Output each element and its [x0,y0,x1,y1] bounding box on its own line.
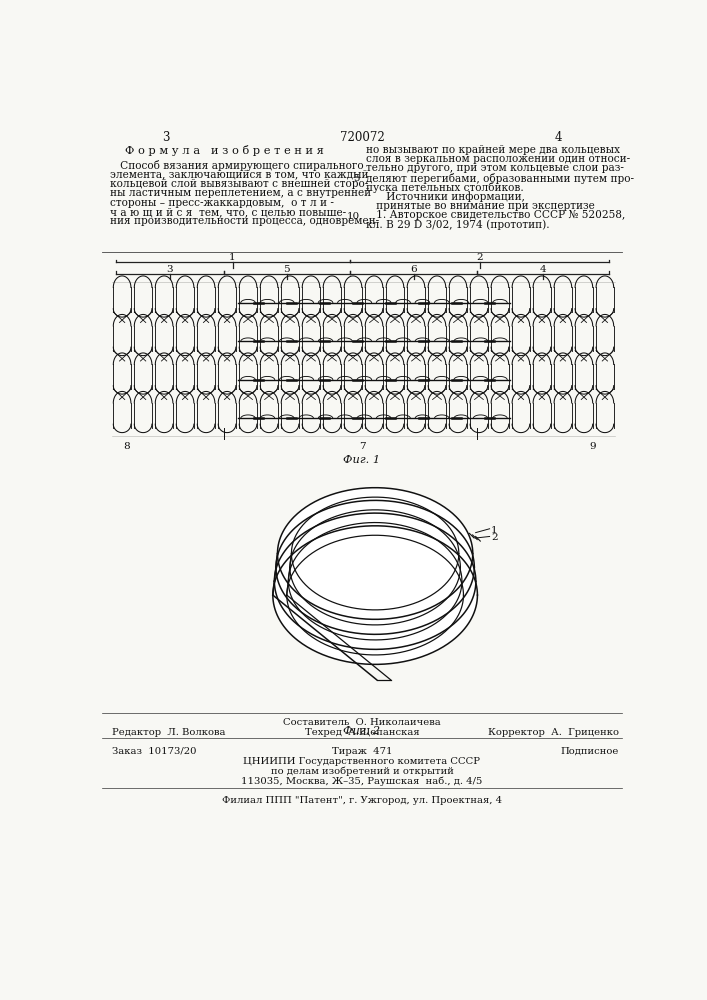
Polygon shape [288,523,462,640]
Text: 3: 3 [162,131,170,144]
Text: деляют перегибами, образованными путем про-: деляют перегибами, образованными путем п… [366,173,633,184]
Text: 4: 4 [555,131,563,144]
Text: 720072: 720072 [339,131,385,144]
Text: 4: 4 [540,265,547,274]
Text: 2: 2 [491,533,498,542]
Text: элемента, заключающийся в том, что каждый: элемента, заключающийся в том, что кажды… [110,169,368,179]
Text: Источники информации,: Источники информации, [366,192,525,202]
Text: 5: 5 [284,265,290,274]
Polygon shape [273,526,477,664]
Text: ния производительности процесса, одновремен-: ния производительности процесса, одновре… [110,216,379,226]
Text: ЦНИИПИ Государственного комитета СССР: ЦНИИПИ Государственного комитета СССР [243,757,481,766]
Text: стороны – пресс-жаккардовым,  о т л и -: стороны – пресс-жаккардовым, о т л и - [110,198,334,208]
Text: Фиг. 2: Фиг. 2 [344,726,380,736]
Polygon shape [274,513,476,649]
Text: Способ вязания армирующего спирального: Способ вязания армирующего спирального [110,160,363,171]
Text: Фиг. 1: Фиг. 1 [344,455,380,465]
Text: кл. В 29 D 3/02, 1974 (прототип).: кл. В 29 D 3/02, 1974 (прототип). [366,220,549,230]
Text: Составитель  О. Николаичева: Составитель О. Николаичева [283,718,441,727]
Text: принятые во внимание при экспертизе: принятые во внимание при экспертизе [366,201,595,211]
Text: 2: 2 [477,253,483,262]
Text: 9: 9 [590,442,596,451]
Text: ны ластичным переплетением, а с внутренней: ны ластичным переплетением, а с внутренн… [110,188,371,198]
Text: 1: 1 [229,253,236,262]
Text: Корректор  А.  Гриценко: Корректор А. Гриценко [489,728,619,737]
Polygon shape [290,510,460,625]
Text: 1. Авторское свидетельство СССР № 520258,: 1. Авторское свидетельство СССР № 520258… [366,210,625,220]
Text: 5: 5 [353,174,360,183]
Polygon shape [276,500,474,634]
Text: 6: 6 [411,265,417,274]
Text: 8: 8 [123,442,130,451]
Text: по делам изобретений и открытий: по делам изобретений и открытий [271,767,453,776]
Text: но вызывают по крайней мере два кольцевых: но вызывают по крайней мере два кольцевы… [366,145,620,155]
Polygon shape [277,488,473,619]
Text: Тираж  471: Тираж 471 [332,747,392,756]
Text: пуска петельных столбиков.: пуска петельных столбиков. [366,182,524,193]
Text: 3: 3 [166,265,173,274]
Text: Редактор  Л. Волкова: Редактор Л. Волкова [112,728,225,737]
Text: Ф о р м у л а   и з о б р е т е н и я: Ф о р м у л а и з о б р е т е н и я [125,145,325,156]
Text: ч а ю щ и й с я  тем, что, с целью повыше-: ч а ю щ и й с я тем, что, с целью повыше… [110,207,346,217]
Text: 1: 1 [491,526,498,535]
Text: 7: 7 [358,442,366,451]
Text: Техред  А.Щепанская: Техред А.Щепанская [305,728,419,737]
Polygon shape [287,535,464,655]
Text: Подписное: Подписное [561,747,619,756]
Text: 10: 10 [346,212,360,221]
Text: 113035, Москва, Ж–35, Раушская  наб., д. 4/5: 113035, Москва, Ж–35, Раушская наб., д. … [241,777,483,786]
Text: Заказ  10173/20: Заказ 10173/20 [112,747,196,756]
Polygon shape [291,497,459,610]
Text: тельно другого, при этом кольцевые слои раз-: тельно другого, при этом кольцевые слои … [366,163,624,173]
Text: Филиал ППП "Патент", г. Ужгород, ул. Проектная, 4: Филиал ППП "Патент", г. Ужгород, ул. Про… [222,796,502,805]
Text: кольцевой слой вывязывают с внешней сторо-: кольцевой слой вывязывают с внешней стор… [110,179,368,189]
Text: слоя в зеркальном расположении один относи-: слоя в зеркальном расположении один отно… [366,154,630,164]
